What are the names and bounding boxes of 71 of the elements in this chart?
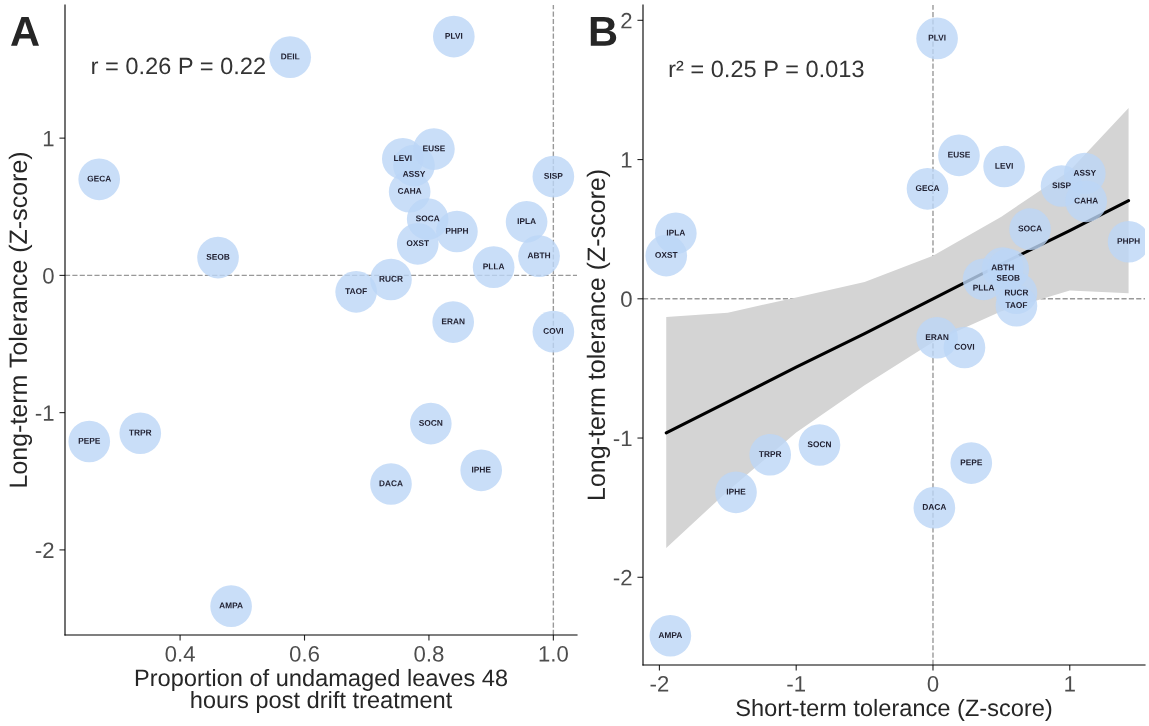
- annotation: PHPH: [445, 227, 468, 234]
- annotation: PLVI: [928, 34, 946, 41]
- annotation: SISP: [1052, 182, 1071, 189]
- annotation: IPLA: [666, 229, 686, 236]
- x-tick-label: 1: [1065, 676, 1075, 692]
- x-tick-label: -2: [650, 676, 669, 692]
- y-tick-label: -1: [613, 430, 632, 447]
- annotation: r = 0.26 P = 0.22: [92, 57, 265, 75]
- y-tick-label: -2: [613, 569, 632, 586]
- y-tick-label: 0: [43, 267, 54, 284]
- annotation: OXST: [655, 251, 678, 258]
- annotation: CAHA: [397, 188, 422, 194]
- y-tick-label: 0: [621, 291, 632, 308]
- annotation: SOCN: [419, 419, 443, 426]
- annotation: SOCA: [415, 215, 440, 222]
- annotation: TAOF: [1005, 302, 1028, 308]
- annotation: CAHA: [1074, 197, 1098, 204]
- annotation: GECA: [915, 185, 940, 192]
- annotation: COVI: [954, 343, 975, 350]
- x-tick-label: 0: [927, 676, 939, 692]
- y-axis-title: Long-term tolerance (Z-score): [586, 170, 611, 499]
- annotation: TAOF: [345, 288, 367, 295]
- x-axis-title: Short-term tolerance (Z-score): [736, 698, 1052, 721]
- annotation: PEPE: [960, 459, 983, 466]
- annotation: LEVI: [394, 155, 412, 161]
- annotation: IPLA: [517, 218, 536, 225]
- annotation: PHPH: [1117, 238, 1140, 244]
- y-tick-label: 1: [43, 130, 54, 147]
- y-axis-title: Long-term Tolerance (Z-score): [8, 152, 33, 487]
- annotation: ASSY: [402, 170, 426, 177]
- annotation: ERAN: [925, 334, 949, 340]
- y-tick-label: -2: [35, 542, 54, 558]
- annotation: ASSY: [1073, 169, 1097, 176]
- x-tick-label: 0.8: [414, 646, 444, 662]
- annotation: EUSE: [948, 151, 970, 158]
- x-axis-title: Proportion of undamaged leaves 48 hours post drift treatment: [135, 668, 508, 713]
- annotation: AMPA: [658, 632, 683, 638]
- annotation: SOCN: [807, 441, 831, 448]
- annotation: RUCR: [379, 275, 403, 282]
- annotation: SISP: [544, 172, 563, 179]
- y-tick-label: 2: [621, 12, 632, 29]
- y-tick-label: 1: [621, 152, 632, 168]
- text: B: [590, 17, 617, 46]
- annotation: SOCA: [1018, 225, 1042, 232]
- annotation: PEPE: [78, 437, 101, 444]
- annotation: DACA: [922, 503, 947, 510]
- annotation: AMPA: [219, 602, 243, 609]
- annotation: TRPR: [129, 429, 152, 436]
- annotation: SEOB: [206, 253, 230, 260]
- annotation: ERAN: [441, 318, 465, 325]
- x-tick-label: 0.6: [289, 646, 319, 662]
- x-tick-label: -1: [787, 676, 805, 692]
- x-tick-label: 0.4: [165, 646, 195, 662]
- annotation: GECA: [87, 175, 112, 182]
- annotation: PLLA: [483, 263, 505, 270]
- annotation: OXST: [406, 240, 429, 247]
- annotation: DEIL: [281, 53, 300, 60]
- text: A: [11, 17, 39, 46]
- annotation: EUSE: [423, 145, 445, 152]
- annotation: IPHE: [726, 488, 746, 495]
- annotation: r² = 0.25 P = 0.013: [669, 60, 864, 78]
- annotation: LEVI: [995, 162, 1013, 169]
- annotation: TRPR: [758, 451, 782, 457]
- annotation: ABTH: [527, 252, 551, 259]
- annotation: RUCR: [1004, 289, 1029, 296]
- annotation: DACA: [379, 480, 403, 487]
- annotation: IPHE: [472, 466, 491, 473]
- y-tick-label: -1: [35, 405, 54, 421]
- annotation: PLVI: [445, 32, 463, 39]
- x-tick-label: 1.0: [539, 646, 568, 662]
- annotation: COVI: [543, 328, 563, 334]
